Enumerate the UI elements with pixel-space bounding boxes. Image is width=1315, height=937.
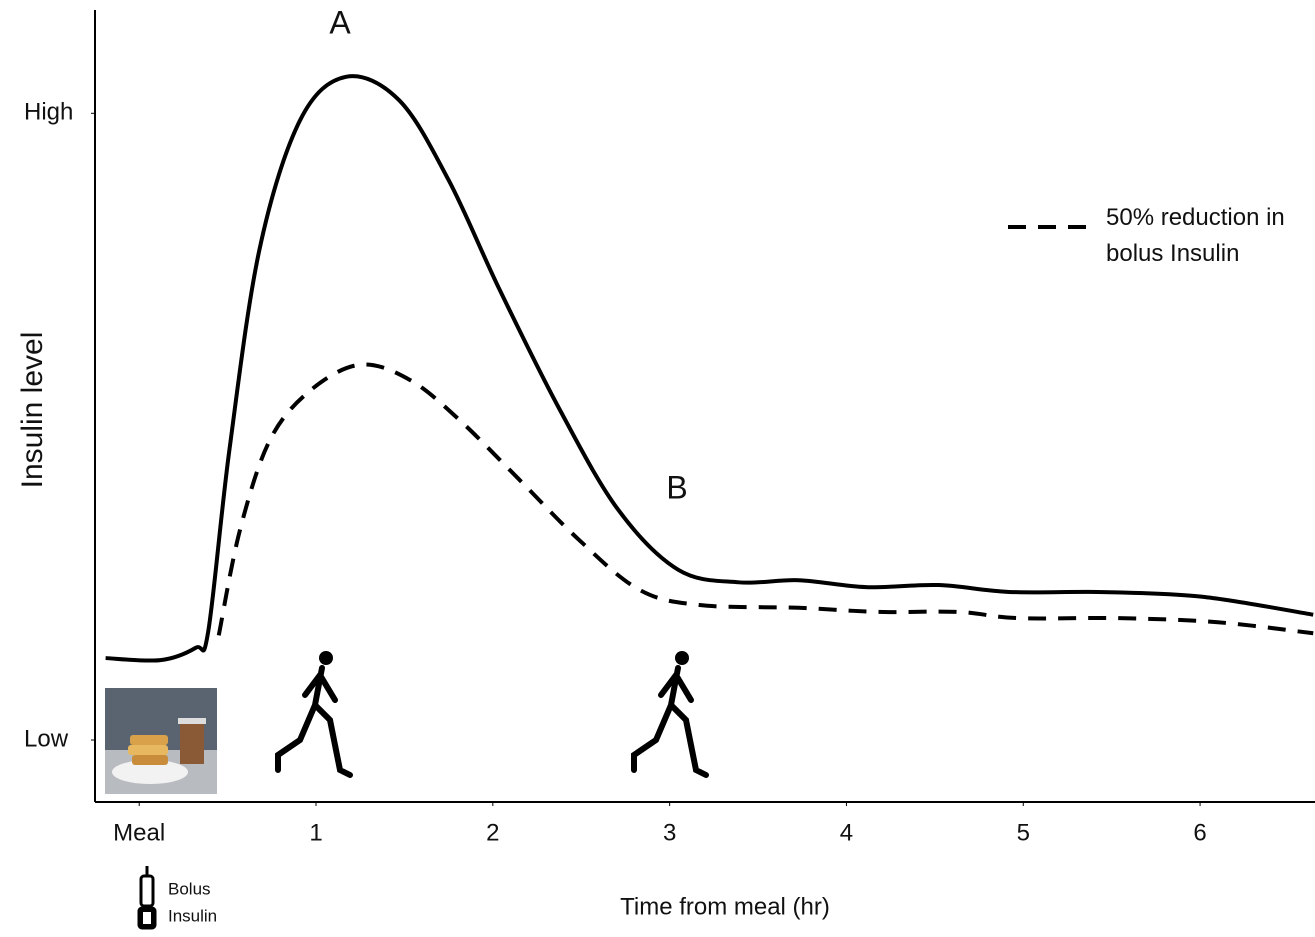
annotation: Bolus <box>168 879 211 898</box>
runner-icon <box>631 651 709 778</box>
y-tick-label: High <box>24 99 73 126</box>
x-tick-label: Meal <box>113 819 165 846</box>
x-tick-label: 2 <box>486 819 499 846</box>
annotation: A <box>329 4 351 40</box>
dashed-line <box>216 362 1314 636</box>
annotation: Insulin <box>168 906 217 925</box>
y-axis-title: Insulin level <box>16 332 49 489</box>
insulin-pen <box>137 866 157 930</box>
x-tick-label: 3 <box>663 819 676 846</box>
meal-photo <box>105 688 217 794</box>
legend-label: 50% reduction in bolus Insulin <box>1106 204 1285 267</box>
x-axis-title: Time from meal (hr) <box>620 893 830 920</box>
annotation: B <box>666 469 687 505</box>
y-tick-label: Low <box>24 725 69 752</box>
x-tick-label: 1 <box>309 819 322 846</box>
x-tick-label: 6 <box>1193 819 1206 846</box>
solid-line <box>105 74 1314 663</box>
x-tick-label: 4 <box>840 819 853 846</box>
runner-icon <box>275 651 353 778</box>
x-tick-label: 5 <box>1017 819 1030 846</box>
